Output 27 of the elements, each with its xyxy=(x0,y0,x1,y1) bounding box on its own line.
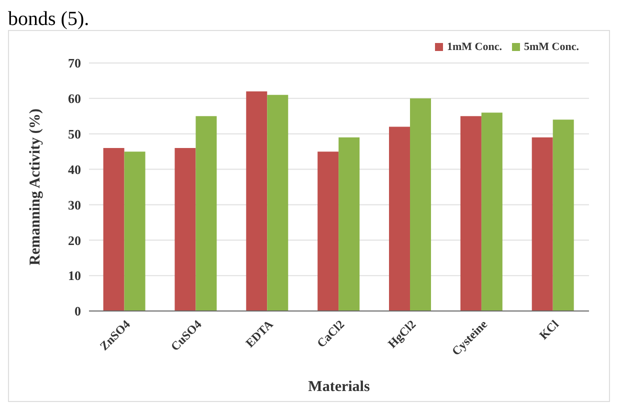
y-tick-label: 60 xyxy=(68,91,81,106)
y-tick-label: 30 xyxy=(68,197,81,212)
bar xyxy=(532,137,553,311)
bar xyxy=(246,91,268,311)
y-tick-label: 40 xyxy=(68,162,81,177)
bar xyxy=(460,116,482,311)
y-tick-label: 50 xyxy=(68,126,81,142)
bar xyxy=(267,94,288,311)
bar xyxy=(196,116,217,311)
legend-label: 5mM Conc. xyxy=(524,41,579,53)
y-tick-label: 70 xyxy=(68,56,81,71)
y-tick-label: 20 xyxy=(68,232,81,248)
bar xyxy=(552,120,574,311)
bar xyxy=(338,137,360,311)
x-axis-title: Materials xyxy=(308,379,370,395)
bar xyxy=(481,112,502,311)
bar xyxy=(410,98,431,311)
bar xyxy=(124,152,146,311)
y-tick-label: 0 xyxy=(74,304,81,319)
y-tick-label: 10 xyxy=(68,268,81,284)
bar xyxy=(389,126,410,311)
bar xyxy=(318,152,339,311)
y-axis-title: Remanning Activity (%) xyxy=(27,108,44,266)
bar xyxy=(174,148,196,311)
text: bonds (5). xyxy=(8,8,90,30)
legend-label: 1mM Conc. xyxy=(447,41,502,53)
bar xyxy=(103,148,124,311)
